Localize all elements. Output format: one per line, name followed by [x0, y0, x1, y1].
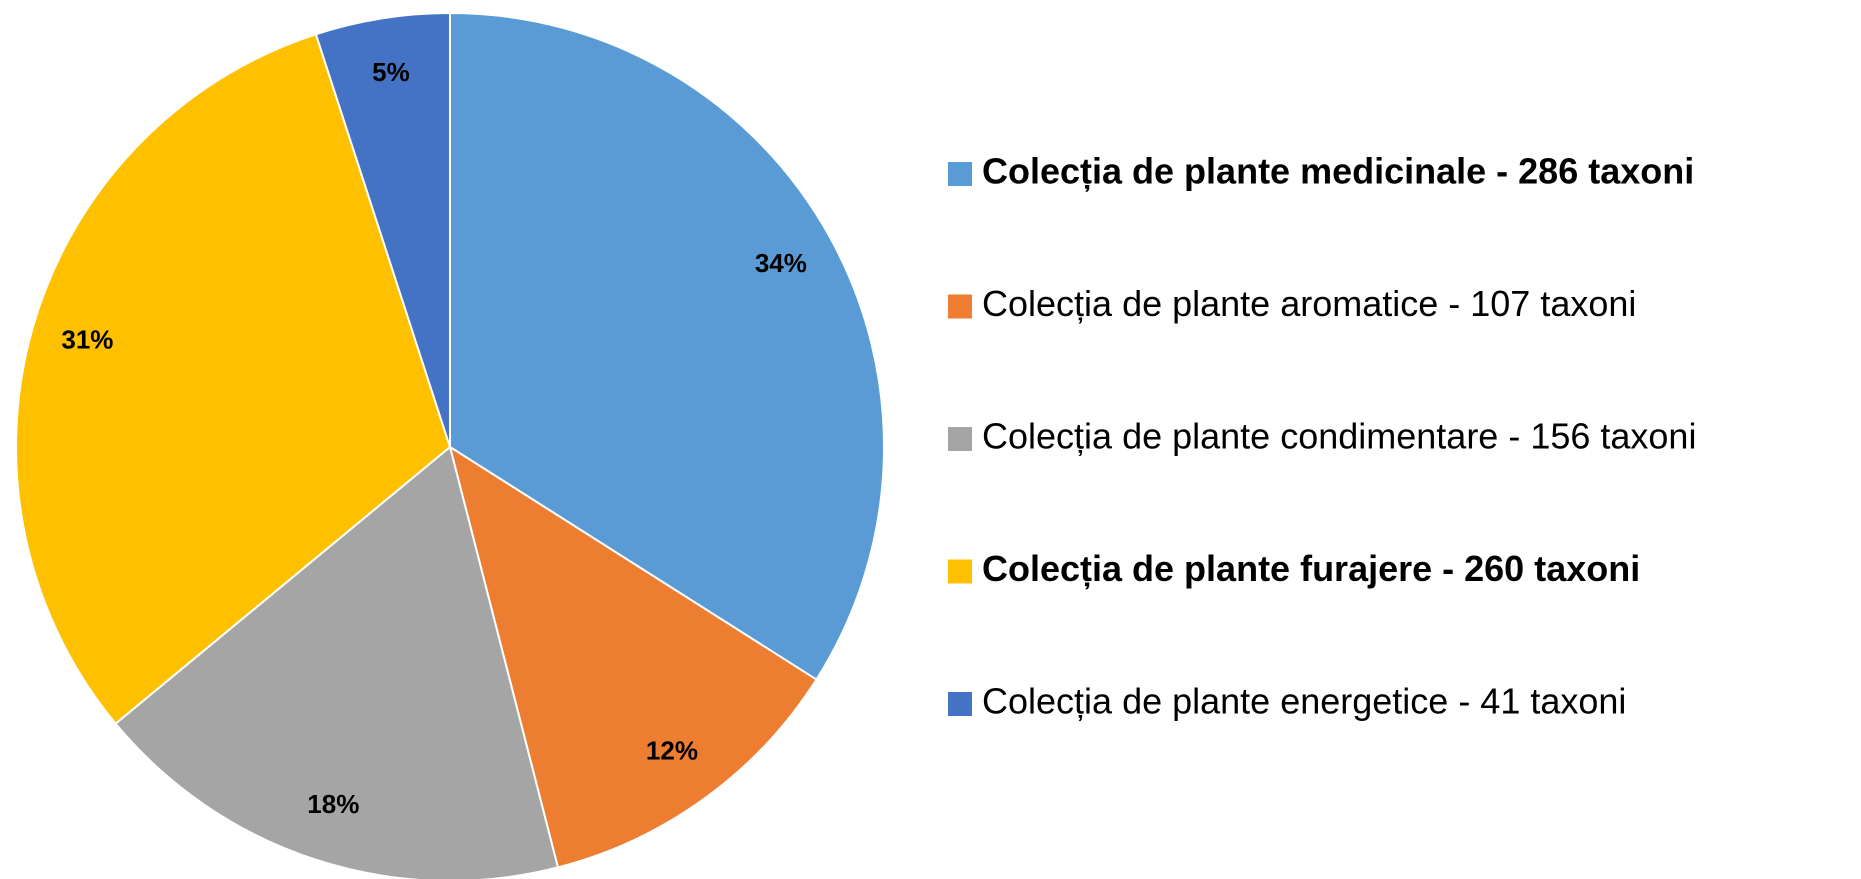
pie-slice [449, 11, 885, 681]
legend-label: Colecția de plante aromatice - 107 taxon… [982, 283, 1636, 324]
pie-slice [314, 11, 451, 448]
legend-swatch [948, 162, 972, 186]
legend-label: Colecția de plante condimentare - 156 ta… [982, 416, 1696, 457]
pie-slice [448, 444, 818, 869]
pie-slice [15, 32, 452, 726]
data-label: 18% [307, 789, 359, 819]
legend-label: Colecția de plante medicinale - 286 taxo… [982, 151, 1694, 193]
data-label: 31% [61, 325, 113, 355]
legend-swatch [948, 427, 972, 451]
legend-label: Colecția de plante furajere - 260 taxoni [982, 548, 1640, 590]
legend-swatch [948, 294, 972, 319]
legend-label: Colecția de plante energetice - 41 taxon… [982, 681, 1626, 722]
data-label: 12% [646, 735, 698, 765]
legend-swatch [948, 692, 972, 716]
data-label: 5% [372, 57, 410, 87]
pie-slice [114, 445, 560, 879]
data-label: 34% [755, 248, 807, 278]
legend-swatch [948, 559, 972, 584]
